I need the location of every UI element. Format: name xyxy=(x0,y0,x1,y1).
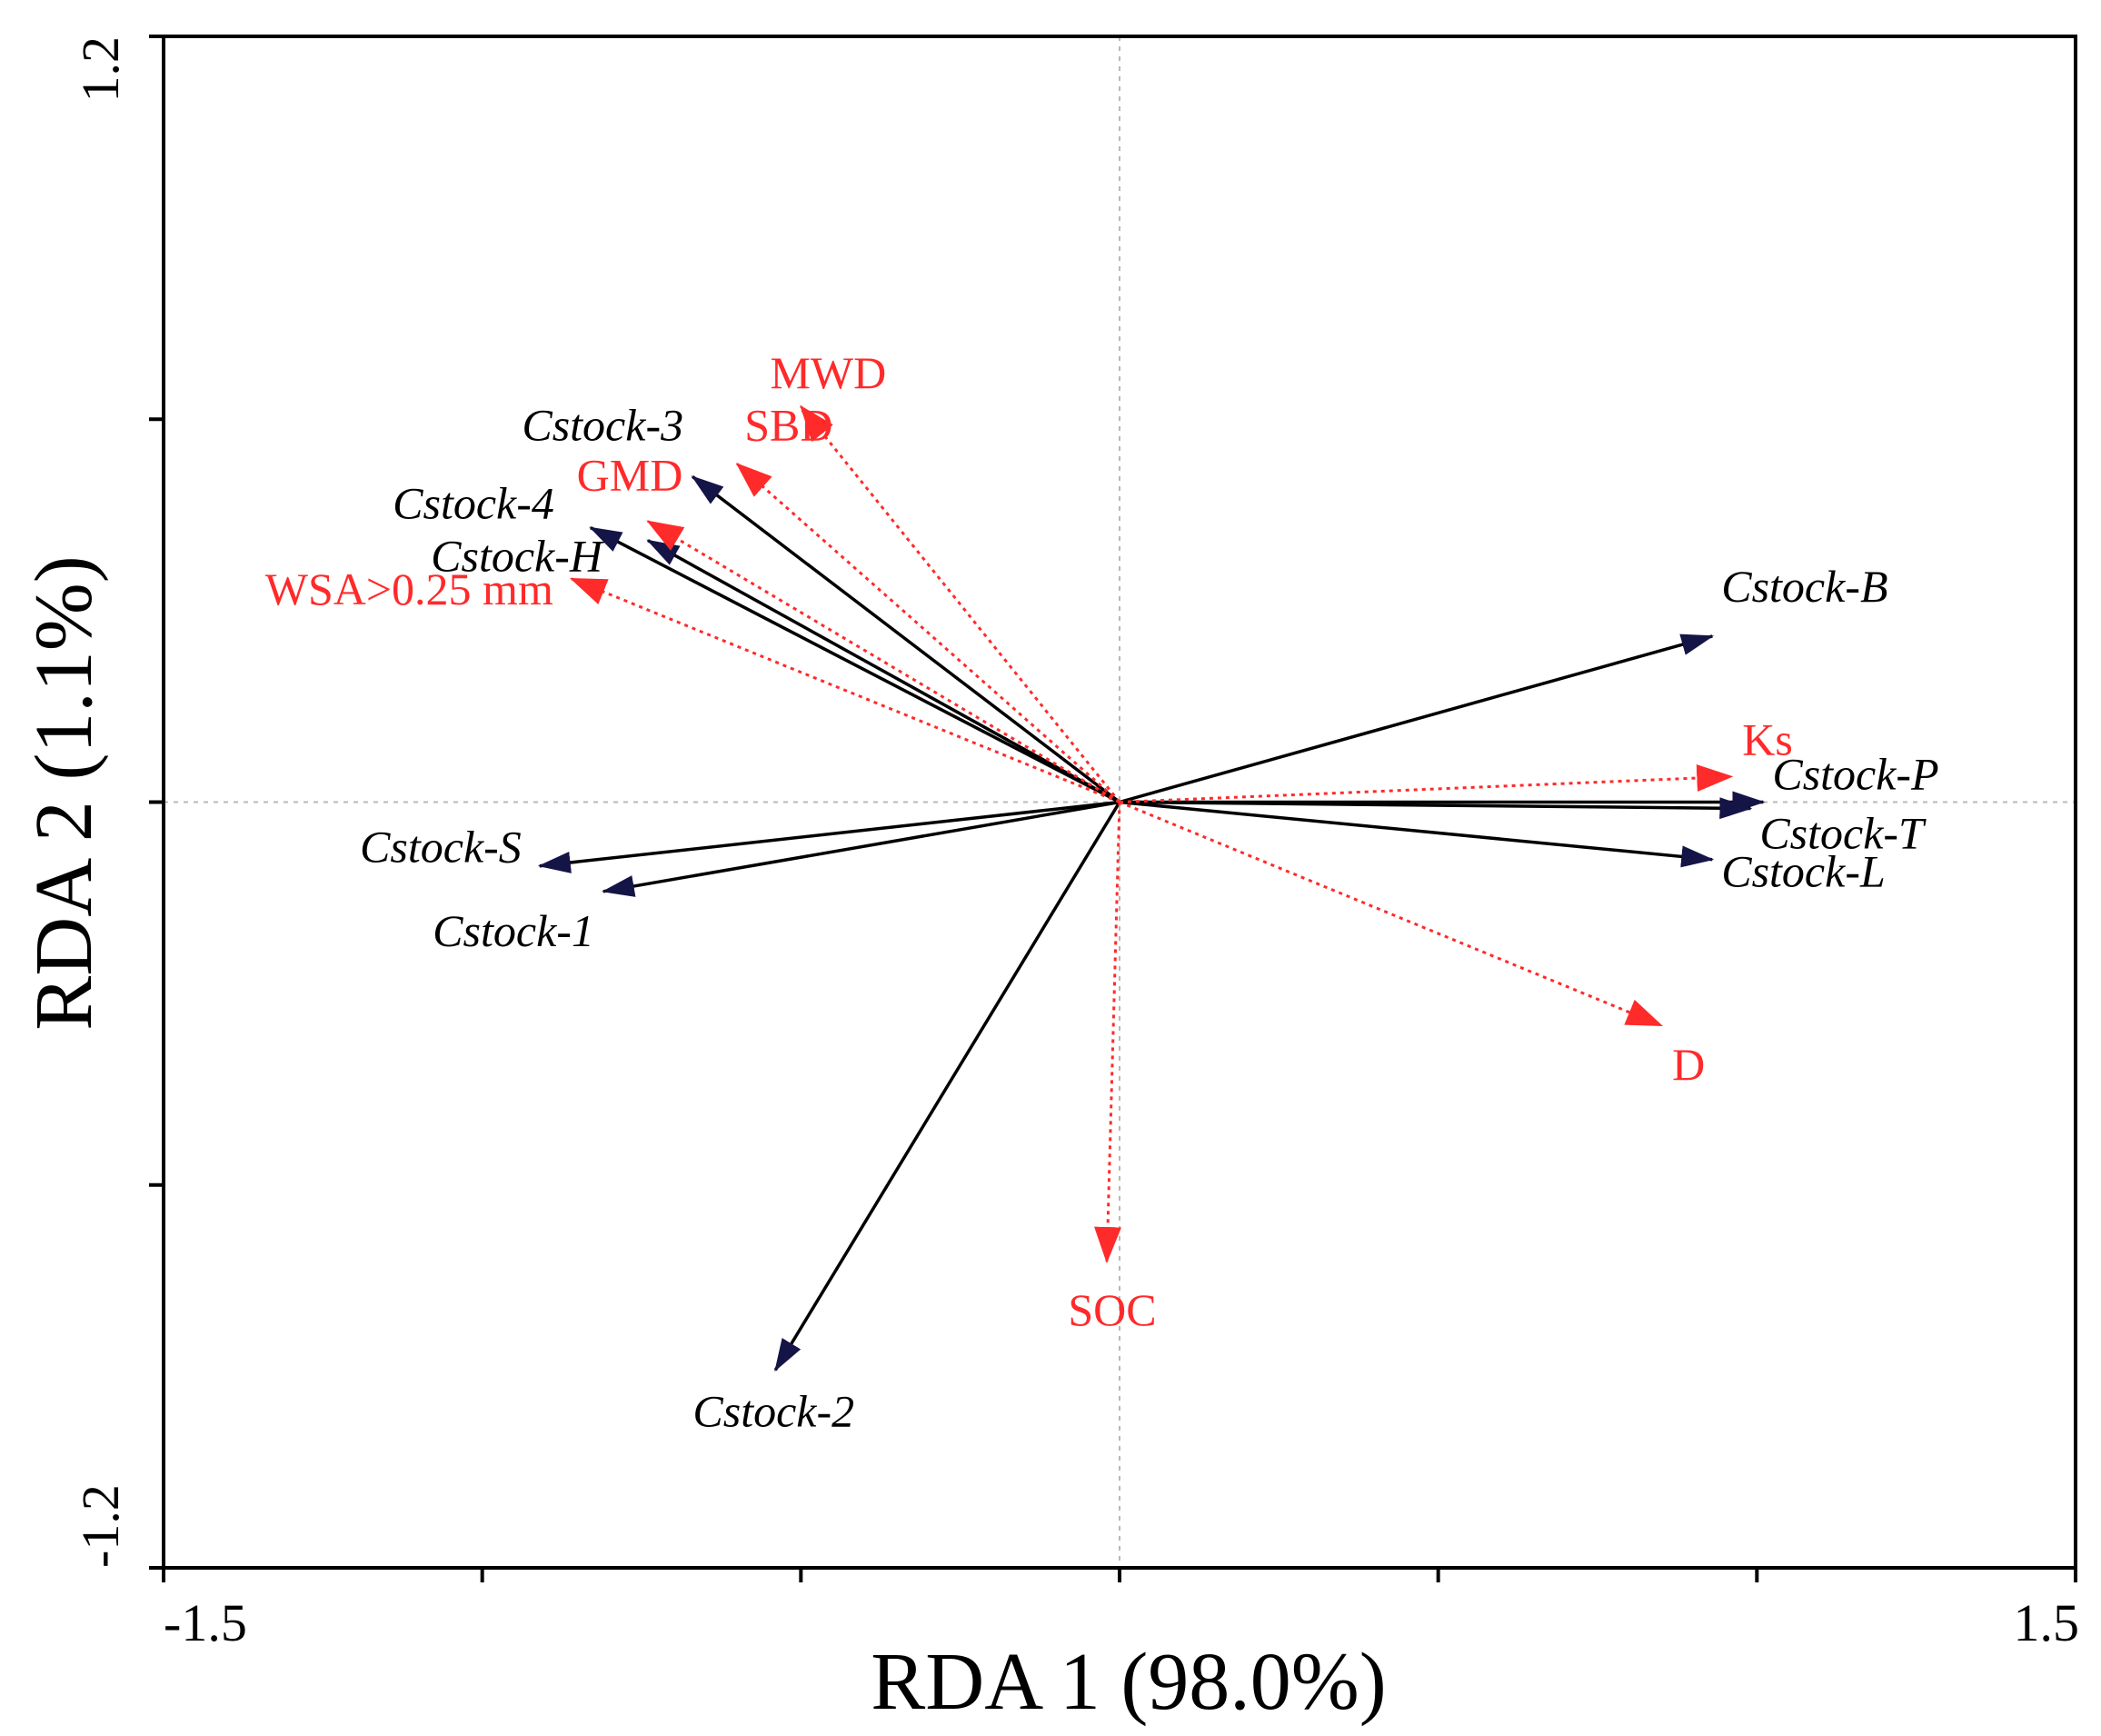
x-tick-label: -1.5 xyxy=(164,1593,247,1652)
explanatory-vector-ks xyxy=(1119,764,1734,803)
explanatory-vector-gmd xyxy=(646,520,1120,803)
y-axis-title: RDA 2 (1.1%) xyxy=(19,555,109,1030)
response-vector-cstock-3 xyxy=(691,475,1121,803)
response-label-cstock-2: Cstock-2 xyxy=(692,1385,854,1436)
explanatory-label-wsa-0-25-mm: WSA>0.25 mm xyxy=(265,564,553,614)
explanatory-vector-d xyxy=(1119,801,1663,1027)
explanatory-label-gmd: GMD xyxy=(577,450,683,501)
response-vector-cstock-l xyxy=(1119,800,1715,868)
explanatory-label-soc: SOC xyxy=(1068,1284,1156,1335)
response-vector-cstock-2 xyxy=(773,801,1121,1372)
y-tick-label: -1.2 xyxy=(71,1484,130,1568)
response-label-cstock-3: Cstock-3 xyxy=(522,399,683,450)
vectors xyxy=(537,404,1766,1372)
response-label-cstock-p: Cstock-P xyxy=(1772,749,1938,800)
response-label-cstock-t: Cstock-T xyxy=(1759,808,1927,859)
response-vector-cstock-t xyxy=(1119,797,1753,820)
explanatory-vector-sbd xyxy=(735,463,1120,803)
explanatory-label-ks: Ks xyxy=(1742,713,1793,764)
response-vector-cstock-h xyxy=(646,539,1120,804)
explanatory-vector-wsa-0-25-mm xyxy=(570,577,1120,803)
response-label-cstock-l: Cstock-L xyxy=(1721,846,1886,897)
explanatory-vector-mwd xyxy=(800,404,1121,803)
explanatory-vector-soc xyxy=(1094,802,1122,1263)
explanatory-label-sbd: SBD xyxy=(744,399,832,450)
response-label-cstock-b: Cstock-B xyxy=(1721,561,1887,612)
response-label-cstock-4: Cstock-4 xyxy=(393,478,554,529)
response-label-cstock-1: Cstock-1 xyxy=(433,905,594,956)
response-vector-cstock-b xyxy=(1119,634,1715,804)
explanatory-label-d: D xyxy=(1672,1039,1705,1090)
x-axis-title: RDA 1 (98.0%) xyxy=(871,1637,1386,1727)
x-tick-label: 1.5 xyxy=(2014,1593,2080,1652)
explanatory-label-mwd: MWD xyxy=(770,347,886,398)
response-vector-cstock-4 xyxy=(589,526,1120,804)
response-label-cstock-s: Cstock-S xyxy=(360,822,522,873)
response-label-cstock-h: Cstock-H xyxy=(431,531,605,582)
y-tick-label: 1.2 xyxy=(71,36,130,103)
axes: -1.5 1.5 1.2 -1.2 xyxy=(71,35,2080,1652)
response-vector-cstock-1 xyxy=(601,800,1120,897)
response-vector-cstock-s xyxy=(537,800,1120,873)
